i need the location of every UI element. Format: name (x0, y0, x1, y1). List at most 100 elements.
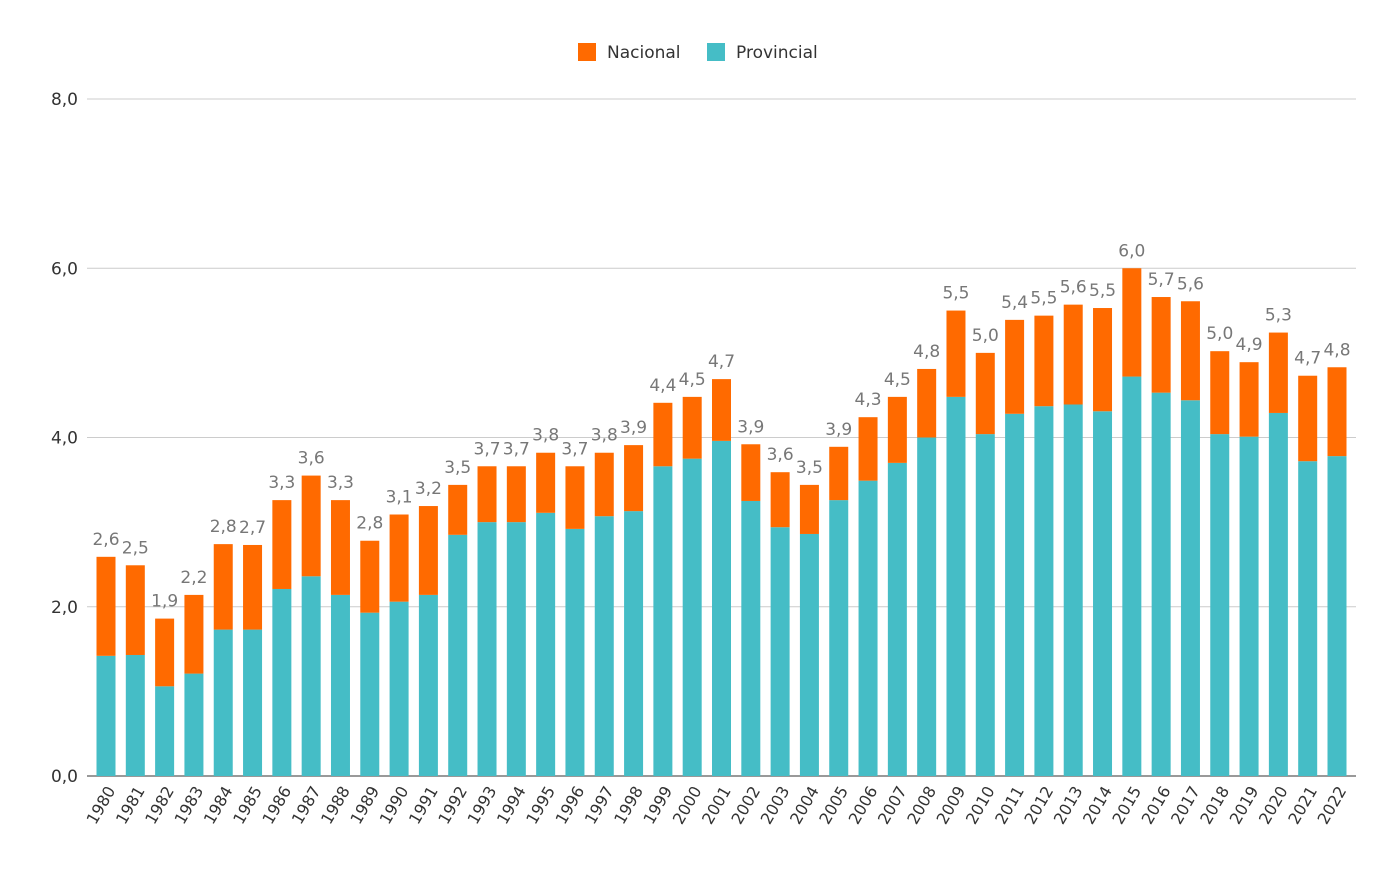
y-tick-label: 4,0 (51, 429, 78, 449)
bar-nacional-2009 (946, 310, 966, 397)
x-tick-label: 2005 (815, 783, 852, 828)
data-label-2004: 3,5 (796, 458, 823, 478)
bar-nacional-1989 (360, 540, 380, 613)
y-tick-label: 8,0 (51, 90, 78, 110)
data-label-2020: 5,3 (1265, 306, 1292, 326)
bar-nacional-2000 (682, 396, 702, 459)
bar-provincial-2014 (1093, 411, 1113, 776)
bar-nacional-1984 (213, 544, 233, 630)
bar-provincial-2019 (1239, 436, 1259, 776)
bars (96, 268, 1347, 776)
data-label-1982: 1,9 (151, 592, 178, 612)
data-label-2005: 3,9 (825, 420, 852, 440)
bar-nacional-2018 (1210, 351, 1230, 435)
bar-provincial-2009 (946, 396, 966, 776)
bar-nacional-1999 (653, 402, 673, 467)
x-tick-label: 2011 (991, 783, 1028, 828)
data-label-1984: 2,8 (210, 517, 237, 537)
data-label-1994: 3,7 (503, 439, 530, 459)
bar-nacional-2007 (887, 396, 907, 463)
bar-provincial-1999 (653, 466, 673, 776)
data-label-1983: 2,2 (180, 568, 207, 588)
bar-provincial-2004 (799, 533, 819, 776)
data-label-2000: 4,5 (679, 370, 706, 390)
data-label-1986: 3,3 (268, 473, 295, 493)
y-tick-label: 2,0 (51, 598, 78, 618)
x-tick-label: 1996 (551, 783, 588, 828)
bar-provincial-2001 (712, 440, 731, 776)
bar-provincial-2021 (1298, 461, 1318, 776)
data-label-2011: 5,4 (1001, 293, 1028, 313)
bar-nacional-2017 (1180, 301, 1200, 401)
data-label-2021: 4,7 (1294, 349, 1321, 369)
x-tick-label: 1989 (346, 783, 383, 828)
data-label-1993: 3,7 (474, 439, 501, 459)
data-label-2006: 4,3 (855, 390, 882, 410)
data-label-1989: 2,8 (356, 514, 383, 534)
bar-nacional-2011 (1005, 319, 1025, 414)
bar-provincial-1983 (184, 673, 204, 776)
data-label-2013: 5,6 (1060, 278, 1087, 298)
x-tick-label: 1985 (229, 783, 266, 828)
bar-nacional-1982 (155, 618, 175, 687)
x-tick-label: 2018 (1196, 783, 1233, 828)
legend: Nacional Provincial (578, 43, 818, 63)
bar-provincial-1998 (624, 511, 644, 776)
bar-provincial-2022 (1327, 456, 1347, 776)
x-tick-label: 1988 (317, 783, 354, 828)
bar-provincial-1989 (360, 612, 380, 776)
bar-provincial-2007 (887, 462, 907, 776)
legend-label-provincial: Provincial (736, 43, 818, 63)
bar-nacional-2008 (917, 368, 937, 438)
bar-nacional-1996 (565, 466, 585, 529)
bar-provincial-1984 (213, 629, 233, 776)
data-label-1992: 3,5 (444, 458, 471, 478)
x-tick-label: 1999 (639, 783, 676, 828)
x-tick-label: 2002 (727, 783, 764, 828)
bar-provincial-1995 (536, 512, 556, 776)
x-tick-label: 2019 (1226, 783, 1263, 828)
data-label-1990: 3,1 (386, 488, 413, 508)
bar-provincial-2005 (829, 500, 849, 776)
bar-nacional-2019 (1239, 362, 1259, 437)
legend-label-nacional: Nacional (607, 43, 681, 63)
bar-nacional-2012 (1034, 315, 1054, 407)
x-tick-label: 2009 (933, 783, 970, 828)
bar-provincial-2015 (1122, 376, 1142, 776)
x-tick-label: 2004 (786, 783, 823, 828)
x-tick-label: 2015 (1108, 783, 1145, 828)
bar-nacional-1997 (594, 452, 614, 517)
bar-provincial-2008 (917, 437, 937, 776)
data-label-1999: 4,4 (649, 376, 676, 396)
x-tick-label: 2008 (903, 783, 940, 828)
bar-provincial-2018 (1210, 434, 1230, 776)
x-tick-label: 2007 (874, 783, 911, 828)
x-tick-label: 2021 (1284, 783, 1321, 828)
x-tick-label: 2001 (698, 783, 735, 828)
bar-provincial-2010 (975, 434, 995, 776)
bar-nacional-1995 (536, 452, 556, 513)
x-tick-label: 2014 (1079, 783, 1116, 828)
data-label-1987: 3,6 (298, 449, 325, 469)
bar-nacional-1992 (448, 484, 468, 535)
bar-nacional-2005 (829, 446, 849, 501)
data-label-2015: 6,0 (1118, 241, 1145, 261)
x-tick-label: 1980 (83, 783, 120, 828)
bar-provincial-1997 (594, 516, 614, 776)
x-tick-label: 1997 (581, 783, 618, 828)
x-tick-label: 2000 (669, 783, 706, 828)
data-label-2001: 4,7 (708, 352, 735, 372)
data-label-1981: 2,5 (122, 538, 149, 558)
bar-provincial-1990 (389, 601, 409, 776)
bar-provincial-1994 (506, 522, 526, 776)
bar-nacional-1981 (125, 565, 145, 655)
bar-provincial-1981 (125, 654, 145, 776)
bar-nacional-2002 (741, 444, 761, 501)
bar-nacional-2020 (1268, 332, 1288, 413)
bar-provincial-1993 (477, 522, 497, 776)
data-label-1991: 3,2 (415, 479, 442, 499)
data-label-2022: 4,8 (1323, 340, 1350, 360)
bar-provincial-2012 (1034, 406, 1054, 776)
bar-nacional-1983 (184, 594, 204, 674)
x-tick-label: 2016 (1138, 783, 1175, 828)
